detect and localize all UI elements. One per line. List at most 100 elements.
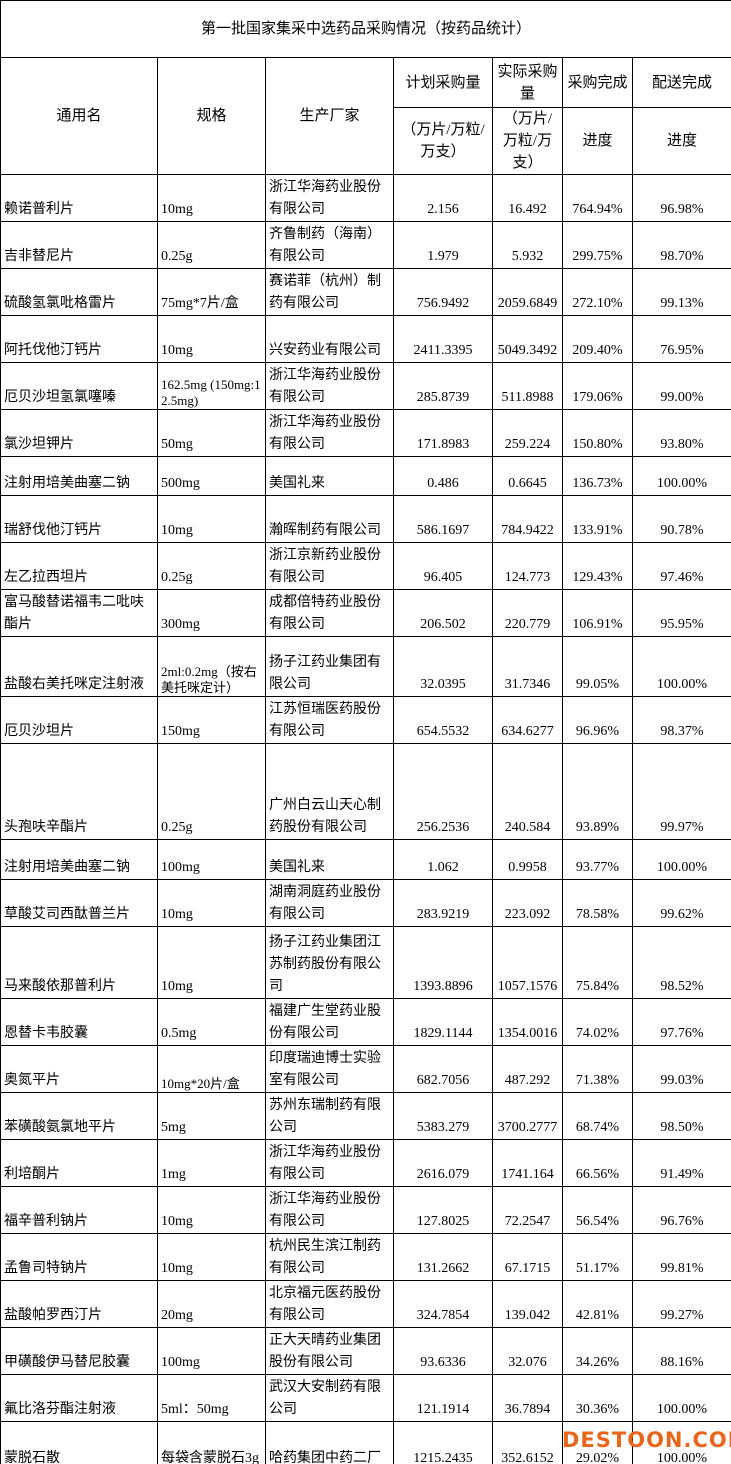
name-cell: 富马酸替诺福韦二吡呋酯片 xyxy=(0,589,158,637)
table-row: 盐酸右美托咪定注射液 2ml:0.2mg（按右美托咪定计） 扬子江药业集团有限公司 3… xyxy=(0,636,731,697)
spec-cell: 50mg xyxy=(157,409,266,457)
delivery-cell: 99.62% xyxy=(631,879,731,927)
spec-cell: 1mg xyxy=(157,1139,266,1187)
purchase-cell: 299.75% xyxy=(562,221,633,269)
plan-cell: 32.0395 xyxy=(393,636,493,697)
maker-cell: 苏州东瑞制药有限公司 xyxy=(265,1092,394,1140)
plan-cell: 283.9219 xyxy=(393,879,493,927)
name-cell: 恩替卡韦胶囊 xyxy=(0,998,158,1046)
delivery-cell: 100.00% xyxy=(631,1374,731,1422)
purchase-cell: 78.58% xyxy=(562,879,633,927)
name-cell: 阿托伐他汀钙片 xyxy=(0,315,158,363)
title: 第一批国家集采中选药品采购情况（按药品统计） xyxy=(0,0,731,58)
actual-cell: 0.6645 xyxy=(492,456,563,496)
table-row: 氟比洛芬酯注射液 5ml：50mg 武汉大安制药有限公司 121.1914 36.789… xyxy=(0,1374,731,1422)
actual-cell: 72.2547 xyxy=(492,1186,563,1234)
name-cell: 孟鲁司特钠片 xyxy=(0,1233,158,1281)
header-cell: 配送完成 xyxy=(631,57,731,108)
name-cell: 甲磺酸伊马替尼胶囊 xyxy=(0,1327,158,1375)
name-cell: 蒙脱石散 xyxy=(0,1421,158,1464)
plan-cell: 121.1914 xyxy=(393,1374,493,1422)
name-cell: 草酸艾司西酞普兰片 xyxy=(0,879,158,927)
purchase-cell: 74.02% xyxy=(562,998,633,1046)
maker-cell: 杭州民生滨江制药有限公司 xyxy=(265,1233,394,1281)
name-cell: 注射用培美曲塞二钠 xyxy=(0,839,158,880)
delivery-cell: 100.00% xyxy=(631,636,731,697)
purchase-cell: 272.10% xyxy=(562,268,633,316)
delivery-cell: 100.00% xyxy=(631,839,731,880)
plan-cell: 1.979 xyxy=(393,221,493,269)
purchase-cell: 96.96% xyxy=(562,696,633,744)
maker-cell: 扬子江药业集团江苏制药股份有限公司 xyxy=(265,926,394,999)
table-row: 富马酸替诺福韦二吡呋酯片 300mg 成都倍特药业股份有限公司 206.502 220.… xyxy=(0,589,731,637)
table-row: 甲磺酸伊马替尼胶囊 100mg 正大天晴药业集团股份有限公司 93.6336 32.07… xyxy=(0,1327,731,1375)
table-row: 盐酸帕罗西汀片 20mg 北京福元医药股份有限公司 324.7854 139.042 42… xyxy=(0,1280,731,1328)
header-cell: 进度 xyxy=(562,107,633,175)
maker-cell: 福建广生堂药业股份有限公司 xyxy=(265,998,394,1046)
spec-cell: 0.25g xyxy=(157,542,266,590)
maker-cell: 瀚晖制药有限公司 xyxy=(265,495,394,543)
table-row: 恩替卡韦胶囊 0.5mg 福建广生堂药业股份有限公司 1829.1144 1354.00… xyxy=(0,998,731,1046)
maker-cell: 哈药集团中药二厂 xyxy=(265,1421,394,1464)
plan-cell: 127.8025 xyxy=(393,1186,493,1234)
delivery-cell: 95.95% xyxy=(631,589,731,637)
maker-cell: 浙江华海药业股份有限公司 xyxy=(265,174,394,222)
spec-cell: 100mg xyxy=(157,1327,266,1375)
name-cell: 瑞舒伐他汀钙片 xyxy=(0,495,158,543)
table-row: 注射用培美曲塞二钠 100mg 美国礼来 1.062 0.9958 93.77% 100.0… xyxy=(0,839,731,880)
plan-cell: 96.405 xyxy=(393,542,493,590)
spec-cell: 5mg xyxy=(157,1092,266,1140)
plan-cell: 206.502 xyxy=(393,589,493,637)
name-cell: 奥氮平片 xyxy=(0,1045,158,1093)
maker-cell: 浙江华海药业股份有限公司 xyxy=(265,1186,394,1234)
purchase-cell: 34.26% xyxy=(562,1327,633,1375)
table-row: 利培酮片 1mg 浙江华海药业股份有限公司 2616.079 1741.164 66.56… xyxy=(0,1139,731,1187)
maker-cell: 广州白云山天心制药股份有限公司 xyxy=(265,743,394,840)
actual-cell: 1057.1576 xyxy=(492,926,563,999)
spec-cell: 2ml:0.2mg（按右美托咪定计） xyxy=(157,636,266,697)
spec-cell: 10mg xyxy=(157,174,266,222)
purchase-cell: 99.05% xyxy=(562,636,633,697)
table-row: 头孢呋辛酯片 0.25g 广州白云山天心制药股份有限公司 256.2536 240.58… xyxy=(0,743,731,840)
actual-cell: 220.779 xyxy=(492,589,563,637)
actual-cell: 36.7894 xyxy=(492,1374,563,1422)
header-cell: 通用名 xyxy=(0,57,158,175)
actual-cell: 0.9958 xyxy=(492,839,563,880)
table-row: 福辛普利钠片 10mg 浙江华海药业股份有限公司 127.8025 72.2547 56.… xyxy=(0,1186,731,1234)
name-cell: 马来酸依那普利片 xyxy=(0,926,158,999)
purchase-cell: 129.43% xyxy=(562,542,633,590)
actual-cell: 3700.2777 xyxy=(492,1092,563,1140)
delivery-cell: 91.49% xyxy=(631,1139,731,1187)
delivery-cell: 97.46% xyxy=(631,542,731,590)
plan-cell: 0.486 xyxy=(393,456,493,496)
spec-cell: 10mg xyxy=(157,495,266,543)
spec-cell: 每袋含蒙脱石3g xyxy=(157,1421,266,1464)
delivery-cell: 100.00% xyxy=(631,456,731,496)
spec-cell: 500mg xyxy=(157,456,266,496)
spec-cell: 100mg xyxy=(157,839,266,880)
spec-cell: 10mg xyxy=(157,1186,266,1234)
table-row: 蒙脱石散 每袋含蒙脱石3g 哈药集团中药二厂 1215.2435 352.6152 29.… xyxy=(0,1421,731,1464)
delivery-cell: 93.80% xyxy=(631,409,731,457)
maker-cell: 浙江华海药业股份有限公司 xyxy=(265,409,394,457)
spec-cell: 10mg xyxy=(157,879,266,927)
delivery-cell: 88.16% xyxy=(631,1327,731,1375)
delivery-cell: 76.95% xyxy=(631,315,731,363)
maker-cell: 印度瑞迪博士实验室有限公司 xyxy=(265,1045,394,1093)
name-cell: 利培酮片 xyxy=(0,1139,158,1187)
plan-cell: 2411.3395 xyxy=(393,315,493,363)
maker-cell: 武汉大安制药有限公司 xyxy=(265,1374,394,1422)
table-row: 硫酸氢氯吡格雷片 75mg*7片/盒 赛诺菲（杭州）制药有限公司 756.9492 20… xyxy=(0,268,731,316)
plan-cell: 171.8983 xyxy=(393,409,493,457)
spec-cell: 300mg xyxy=(157,589,266,637)
maker-cell: 兴安药业有限公司 xyxy=(265,315,394,363)
table-row: 奥氮平片 10mg*20片/盒 印度瑞迪博士实验室有限公司 682.7056 487.2… xyxy=(0,1045,731,1093)
delivery-cell: 99.97% xyxy=(631,743,731,840)
header-cell: 计划采购量 xyxy=(393,57,493,108)
plan-cell: 1.062 xyxy=(393,839,493,880)
purchase-cell: 93.89% xyxy=(562,743,633,840)
purchase-cell: 179.06% xyxy=(562,362,633,410)
delivery-cell: 97.76% xyxy=(631,998,731,1046)
table-row: 赖诺普利片 10mg 浙江华海药业股份有限公司 2.156 16.492 764.94% 9… xyxy=(0,174,731,222)
actual-cell: 5.932 xyxy=(492,221,563,269)
